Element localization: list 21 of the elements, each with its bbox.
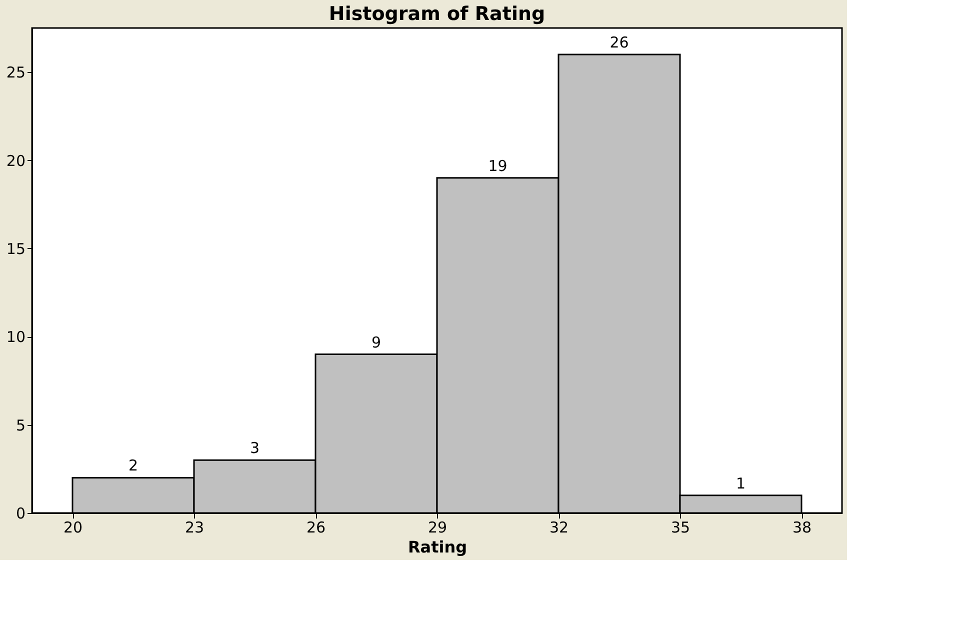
y-tick-label: 5 [16, 416, 26, 434]
data-label: 2 [128, 456, 138, 475]
data-label: 9 [371, 333, 382, 352]
x-tick-label: 20 [63, 518, 83, 536]
x-tick-label: 23 [184, 518, 204, 536]
y-tick-label: 15 [6, 240, 26, 258]
x-axis-title: Rating [408, 538, 468, 556]
data-label: 19 [488, 156, 508, 175]
x-tick-label: 38 [792, 518, 812, 536]
x-tick-label: 35 [670, 518, 690, 536]
data-label: 3 [250, 439, 260, 458]
y-tick-label: 25 [6, 64, 26, 82]
x-tick-label: 32 [549, 518, 569, 536]
data-label: 1 [736, 474, 746, 492]
y-tick-label: 10 [6, 328, 26, 346]
y-tick-label: 20 [6, 152, 26, 170]
x-tick-label: 29 [428, 518, 448, 536]
x-tick-label: 26 [306, 518, 326, 536]
data-label: 26 [610, 33, 629, 52]
y-tick-label: 0 [16, 504, 26, 522]
chart-title: Histogram of Rating [328, 3, 546, 25]
